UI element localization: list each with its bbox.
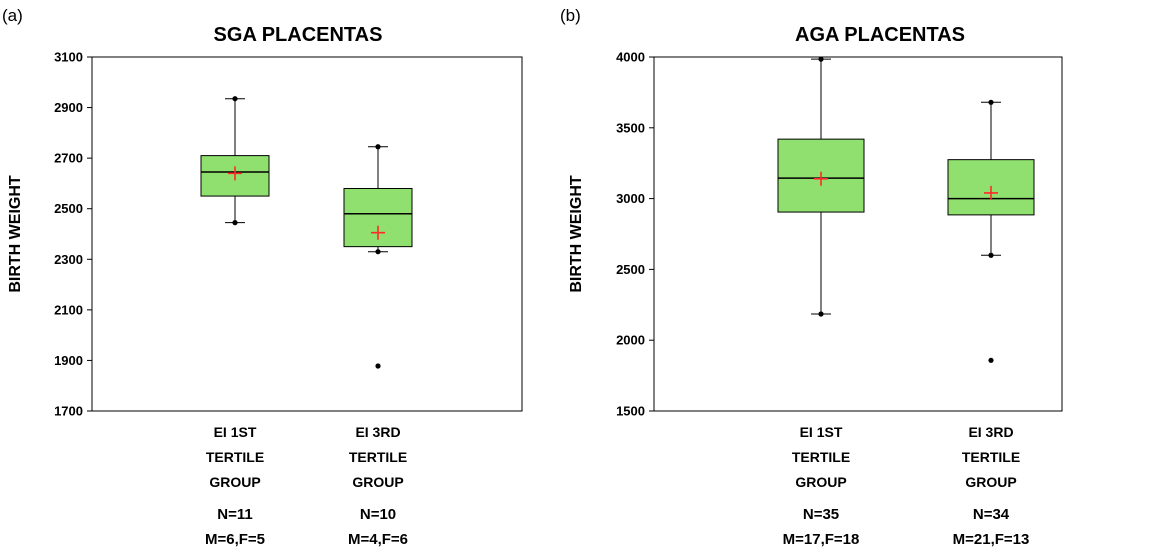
- plot-frame: [653, 56, 1063, 412]
- group-count-label: N=10: [360, 506, 396, 523]
- min-marker: [375, 249, 381, 255]
- min-marker: [232, 220, 238, 226]
- max-marker: [375, 144, 381, 150]
- y-tick-label: 2500: [54, 201, 83, 216]
- y-tick-label: 1700: [54, 404, 83, 419]
- chart-title: SGA PLACENTAS: [214, 24, 383, 46]
- panel-label: (a): [2, 6, 23, 25]
- y-tick-label: 2500: [616, 262, 645, 277]
- category-label-line: EI 3RD: [968, 424, 1013, 440]
- category-label-line: TERTILE: [962, 449, 1020, 465]
- category-label-line: TERTILE: [349, 449, 407, 465]
- category-label-line: GROUP: [352, 474, 403, 490]
- box-group-2: EI 3RD TERTILE GROUP N=10 M=4,F=6: [343, 144, 413, 548]
- group-count-label: M=6,F=5: [205, 531, 265, 548]
- group-count-label: M=17,F=18: [783, 531, 860, 548]
- y-axis-label: BIRTH WEIGHT: [568, 175, 585, 293]
- min-marker: [818, 311, 824, 317]
- group-count-label: M=4,F=6: [348, 531, 408, 548]
- category-label-line: EI 3RD: [355, 424, 400, 440]
- category-label-line: EI 1ST: [800, 424, 843, 440]
- outlier-point: [375, 363, 381, 369]
- y-tick-label: 4000: [616, 50, 645, 65]
- category-label-line: GROUP: [209, 474, 260, 490]
- y-tick-label: 2000: [616, 333, 645, 348]
- category-label-line: TERTILE: [206, 449, 264, 465]
- y-tick-label: 3100: [54, 50, 83, 65]
- y-tick-label: 3500: [616, 120, 645, 135]
- min-marker: [988, 252, 994, 258]
- y-tick-label: 3000: [616, 191, 645, 206]
- chart-title: AGA PLACENTAS: [795, 24, 965, 46]
- max-marker: [988, 99, 994, 105]
- box-group-1: EI 1ST TERTILE GROUP N=35 M=17,F=18: [777, 56, 865, 548]
- outlier-point: [988, 357, 994, 363]
- y-tick-label: 2700: [54, 151, 83, 166]
- category-label-line: TERTILE: [792, 449, 850, 465]
- max-marker: [232, 96, 238, 102]
- mean-marker: [371, 225, 385, 240]
- mean-marker: [814, 171, 828, 186]
- group-count-label: N=35: [803, 506, 839, 523]
- y-tick-label: 1900: [54, 353, 83, 368]
- box-group-1: EI 1ST TERTILE GROUP N=11 M=6,F=5: [200, 96, 270, 548]
- y-tick-label: 2900: [54, 100, 83, 115]
- group-count-label: M=21,F=13: [953, 531, 1030, 548]
- group-count-label: N=11: [217, 506, 252, 523]
- y-tick-label: 2100: [54, 302, 83, 317]
- y-axis-label: BIRTH WEIGHT: [7, 175, 24, 293]
- plot-frame: [91, 56, 523, 412]
- y-tick-label: 1500: [616, 404, 645, 419]
- category-label-line: EI 1ST: [214, 424, 257, 440]
- mean-marker: [228, 166, 242, 181]
- category-label-line: GROUP: [965, 474, 1016, 490]
- panel-label: (b): [560, 6, 581, 25]
- chart-panel-1: (a) SGA PLACENTAS BIRTH WEIGHT 1700 1900 2100…: [2, 6, 523, 548]
- y-tick-label: 2300: [54, 252, 83, 267]
- box-group-2: EI 3RD TERTILE GROUP N=34 M=21,F=13: [947, 99, 1035, 548]
- group-count-label: N=34: [973, 506, 1010, 523]
- category-label-line: GROUP: [795, 474, 846, 490]
- chart-panel-2: (b) AGA PLACENTAS BIRTH WEIGHT 1500 2000 2500…: [560, 6, 1063, 548]
- max-marker: [818, 56, 824, 62]
- mean-marker: [984, 185, 998, 200]
